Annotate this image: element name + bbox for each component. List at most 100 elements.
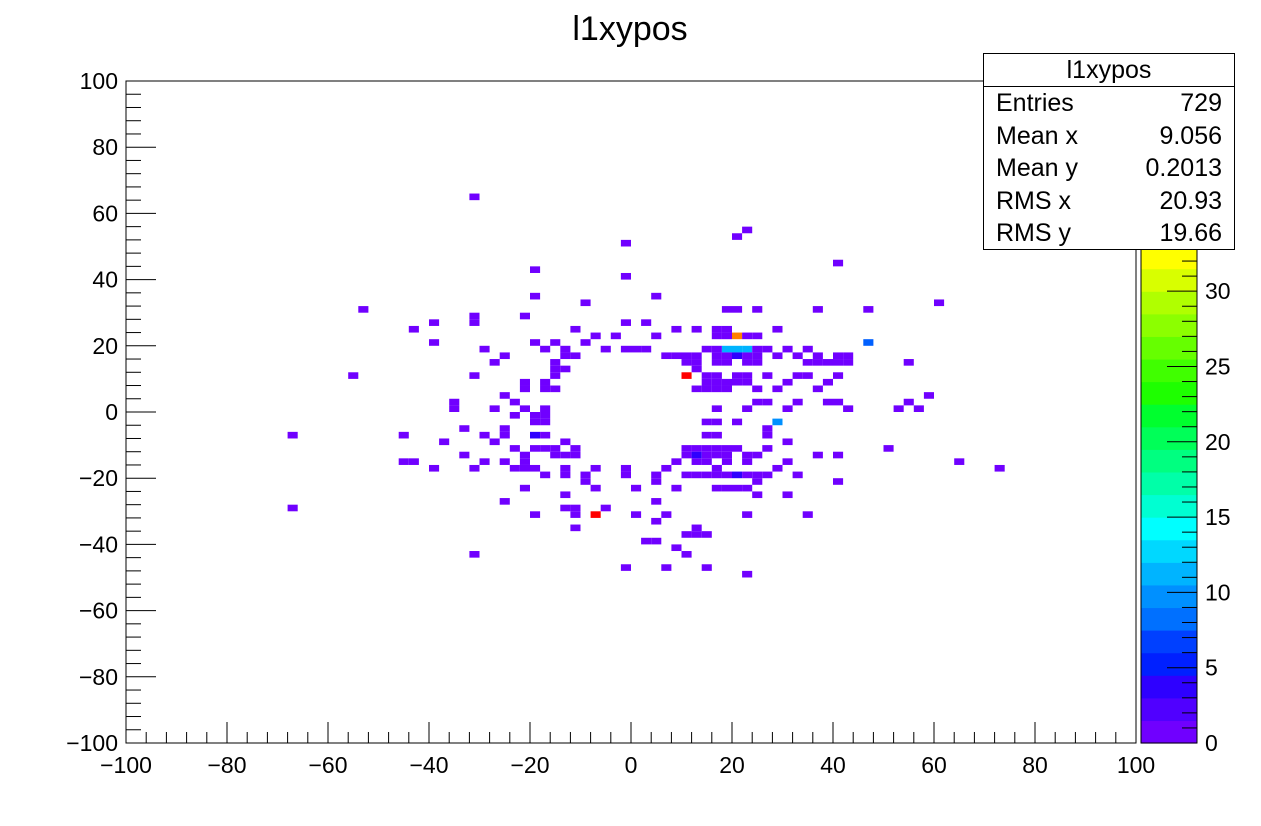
heatmap-bin <box>732 306 743 313</box>
heatmap-bin <box>550 365 561 373</box>
heatmap-bin <box>681 531 692 538</box>
heatmap-bin <box>519 312 530 320</box>
colorbar-segment <box>1141 675 1197 699</box>
heatmap-bin <box>530 445 541 452</box>
heatmap-bin <box>651 478 662 485</box>
heatmap-bin <box>701 564 712 571</box>
stats-value: 729 <box>1180 89 1222 117</box>
chart-title: l1xypos <box>572 10 687 48</box>
heatmap-bin <box>499 498 510 505</box>
heatmap-bin <box>742 372 753 379</box>
colorbar-segment <box>1141 652 1197 676</box>
heatmap-bin <box>459 451 470 459</box>
heatmap-bin <box>742 359 753 366</box>
y-tick-label: 0 <box>105 399 118 425</box>
heatmap-bin <box>812 352 823 360</box>
heatmap-bin <box>711 484 722 492</box>
heatmap-bin <box>721 458 732 465</box>
colorbar-segment <box>1141 449 1197 473</box>
heatmap-bin <box>802 345 813 353</box>
heatmap-bin <box>701 451 712 459</box>
heatmap-bin <box>721 484 732 492</box>
heatmap-bin <box>519 378 530 386</box>
heatmap-bin <box>530 418 541 426</box>
heatmap-bin <box>772 352 783 360</box>
heatmap-bin <box>519 484 530 492</box>
heatmap-bin <box>530 292 541 300</box>
heatmap-bin <box>822 378 833 386</box>
heatmap-bin <box>429 319 440 326</box>
heatmap-bin <box>742 458 753 465</box>
x-tick-label: −60 <box>308 752 347 778</box>
heatmap-bin <box>833 451 844 459</box>
heatmap-bin <box>822 359 833 366</box>
heatmap-bin <box>711 359 722 366</box>
heatmap-bin <box>681 445 692 452</box>
heatmap-bin <box>782 405 793 412</box>
heatmap-bin <box>762 425 773 432</box>
stats-value: 20.93 <box>1159 186 1222 215</box>
heatmap-bin <box>590 484 601 492</box>
heatmap-bin <box>631 511 642 518</box>
y-tick-label: −40 <box>79 531 118 557</box>
heatmap-bin <box>631 484 642 492</box>
colorbar-segment <box>1141 584 1197 609</box>
heatmap-bin <box>742 484 753 492</box>
colorbar-segment <box>1141 336 1197 360</box>
heatmap-bin <box>671 352 682 360</box>
heatmap-bin <box>469 319 480 326</box>
heatmap-bin <box>782 345 793 353</box>
heatmap-bin <box>691 458 702 465</box>
heatmap-bin <box>752 352 763 360</box>
heatmap-bin <box>570 524 581 532</box>
colorbar-segment <box>1141 381 1197 405</box>
heatmap-bin <box>429 464 440 472</box>
heatmap-bin <box>469 193 480 201</box>
heatmap-bin <box>519 458 530 465</box>
heatmap-bin <box>681 359 692 366</box>
axes: −100 −80 −60 −40 −20 0 20 40 60 80 100 −100 −80 −60 −4… <box>66 68 1155 778</box>
colorbar-tick-label: 15 <box>1205 504 1231 530</box>
heatmap-bin <box>560 451 571 459</box>
heatmap-bin <box>711 378 722 386</box>
heatmap-bin <box>752 385 763 393</box>
heatmap-bin <box>742 378 753 386</box>
heatmap-bin <box>752 451 763 459</box>
heatmap-bin <box>570 325 581 333</box>
y-tick-label: 80 <box>92 134 118 160</box>
heatmap-bin <box>863 306 874 313</box>
heatmap-bin <box>752 345 763 353</box>
heatmap-bin <box>782 438 793 446</box>
heatmap-bin <box>540 345 551 353</box>
stats-label: RMS y <box>996 219 1071 247</box>
heatmap-bin <box>691 531 702 538</box>
heatmap-bin <box>701 372 712 379</box>
heatmap-bin <box>590 511 601 518</box>
heatmap-bin <box>691 445 702 452</box>
colorbar-tick-label: 0 <box>1205 730 1218 756</box>
heatmap-bin <box>479 458 490 465</box>
heatmap-bin <box>540 445 551 452</box>
y-tick-label: 20 <box>92 333 118 359</box>
heatmap-bin <box>782 458 793 465</box>
heatmap-bin <box>499 392 510 399</box>
heatmap-bin <box>519 385 530 393</box>
heatmap-bin <box>721 306 732 313</box>
heatmap-bin <box>620 564 631 571</box>
heatmap-bin <box>580 471 591 479</box>
colorbar-segment <box>1141 404 1197 428</box>
heatmap-bin <box>711 372 722 379</box>
heatmap-bin <box>833 259 844 267</box>
heatmap-bin <box>408 458 419 465</box>
heatmap-bin <box>641 319 652 326</box>
stats-label: Entries <box>996 89 1074 117</box>
heatmap-bin <box>489 405 500 412</box>
heatmap-bin <box>540 471 551 479</box>
y-tick-label: −80 <box>79 664 118 690</box>
heatmap-bin <box>752 478 763 485</box>
heatmap-bin <box>398 458 409 465</box>
heatmap-bin <box>732 352 743 360</box>
colorbar-segment <box>1141 313 1197 337</box>
heatmap-bin <box>742 570 753 578</box>
heatmap-bin <box>812 359 823 366</box>
